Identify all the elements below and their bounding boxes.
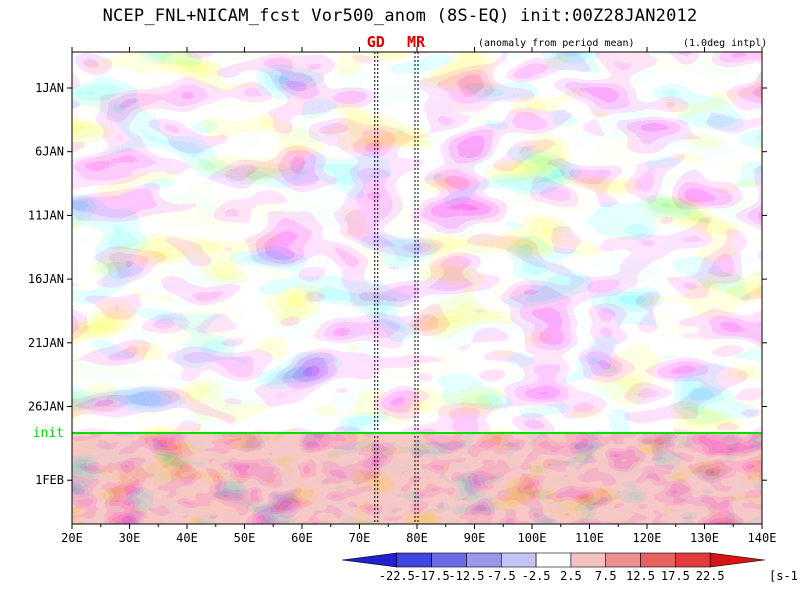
x-tick-label: 100E [518,531,547,545]
x-tick-label: 110E [575,531,604,545]
x-axis: 20E 30E 40E 50E 60E 70E 80E 90E 100E 110E 120E 130E… [61,47,776,545]
colorbar-label: -2.5 [522,569,551,583]
y-tick-label: 11JAN [28,208,64,222]
colorbar-swatch [570,552,607,568]
y-tick-label: 6JAN [35,145,64,159]
analysis-field [72,52,762,432]
x-tick-label: 80E [406,531,428,545]
y-tick-label: 1JAN [35,81,64,95]
colorbar-unit: [s-1] [769,569,800,583]
y-tick-label: 26JAN [28,400,64,414]
colorbar-label: 22.5 [696,569,725,583]
colorbar-swatch [341,552,398,568]
marker-mr: MR [407,33,426,51]
subtitle-anomaly: (anomaly from period mean) [478,38,635,49]
x-tick-label: 70E [349,531,371,545]
x-tick-label: 30E [119,531,141,545]
y-tick-label: 21JAN [28,336,64,350]
x-tick-label: 40E [176,531,198,545]
y-tick-label: 1FEB [35,473,64,487]
colorbar-label: 12.5 [626,569,655,583]
x-tick-label: 60E [291,531,313,545]
colorbar-label: 7.5 [595,569,617,583]
colorbar-label: -7.5 [487,569,516,583]
colorbar-label: 17.5 [661,569,690,583]
colorbar-label: 2.5 [560,569,582,583]
x-tick-label: 90E [464,531,486,545]
anomaly-field [72,52,762,524]
colorbar-swatch [500,552,537,568]
chart-title: NCEP_FNL+NICAM_fcst Vor500_anom (8S-EQ) … [102,6,698,26]
colorbar-swatch [675,552,711,568]
colorbar-swatch [535,552,572,568]
colorbar-label: -22.5 [379,569,415,583]
overlay-lines: init [33,52,762,524]
colorbar-label: -17.5 [414,569,450,583]
colorbar-swatch [605,552,641,568]
colorbar-swatch [709,552,766,568]
y-tick-label: 16JAN [28,272,64,286]
x-tick-label: 20E [61,531,83,545]
forecast-tint [72,432,762,524]
init-label: init [33,426,64,441]
colorbar-label: -12.5 [448,569,484,583]
marker-gd: GD [366,33,385,51]
x-tick-label: 130E [690,531,719,545]
colorbar-swatch [466,552,502,568]
x-tick-label: 120E [633,531,662,545]
colorbar-swatch [431,552,467,568]
forecast-field [72,432,762,524]
subtitle-interpolation: (1.0deg intpl) [683,38,768,49]
x-tick-label: 50E [234,531,256,545]
y-axis: 1JAN 6JAN 11JAN 16JAN 21JAN 26JAN 1FEB [28,81,767,487]
colorbar-swatch [396,552,432,568]
x-tick-label: 140E [748,531,777,545]
colorbar: -22.5-17.5-12.5 -7.5 -2.5 2.5 7.5 12.5 17.5 22.… [341,552,800,583]
colorbar-swatch [640,552,676,568]
